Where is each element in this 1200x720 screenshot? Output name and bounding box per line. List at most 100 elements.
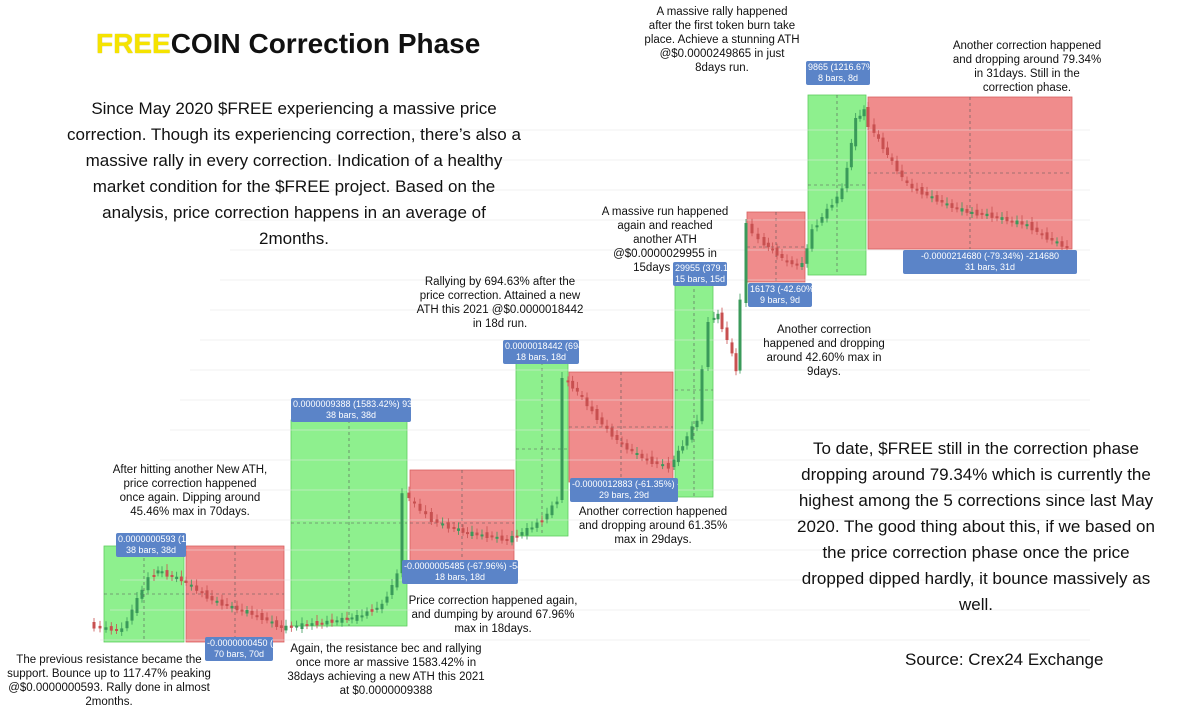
candle-body	[756, 233, 760, 240]
candle-body	[815, 225, 819, 228]
candle-body	[325, 620, 329, 625]
candle-body	[320, 622, 324, 625]
candle-body	[413, 501, 416, 504]
candle-body	[645, 458, 649, 461]
candle-body	[720, 312, 724, 330]
candle-body	[835, 196, 839, 204]
candle-body	[92, 622, 96, 629]
candle-body	[146, 577, 150, 591]
candle-body	[475, 532, 479, 536]
candle-body	[165, 570, 169, 577]
candle-body	[295, 625, 299, 628]
annotation-phase-3: Again, the resistance bec and rallying o…	[287, 643, 485, 697]
candle-body	[1005, 216, 1009, 222]
phase-label-10: -0.0000214680 (-79.34%) -214680 31 bars, …	[903, 250, 1077, 274]
candle-body	[872, 124, 876, 133]
candle-body	[550, 505, 554, 516]
candle-body	[555, 501, 559, 505]
candle-body	[265, 617, 269, 621]
candle-body	[940, 200, 944, 203]
candle-body	[915, 188, 919, 191]
candle-body	[270, 621, 274, 624]
candle-body	[170, 575, 174, 577]
candle-body	[240, 609, 244, 612]
candle-body	[881, 137, 885, 150]
candle-body	[480, 534, 484, 537]
candle-body	[345, 617, 349, 620]
candle-body	[800, 263, 804, 267]
candle-body	[205, 590, 209, 599]
candle-body	[365, 611, 369, 616]
candle-body	[640, 453, 644, 459]
candle-body	[695, 420, 699, 428]
candle-body	[975, 209, 979, 216]
phase-label-value: 9865 (1216.67%) 249865	[808, 62, 870, 72]
candle-body	[525, 528, 529, 536]
phase-label-3: 0.0000009388 (1583.42%) 9388 38 bars, 38d	[291, 398, 411, 422]
phase-label-5: 0.0000018442 (694.63%) 1844218 bars, 18d	[503, 340, 579, 364]
candle-body	[762, 237, 766, 246]
candle-body	[766, 242, 770, 248]
candle-body	[595, 409, 599, 420]
candle-body	[452, 527, 456, 529]
candle-body	[910, 183, 914, 189]
candle-body	[245, 610, 249, 614]
candle-body	[610, 427, 614, 437]
candle-body	[495, 536, 499, 539]
candle-body	[284, 625, 288, 631]
candle-body	[790, 260, 794, 265]
phase-label-value: -0.0000012883 (-61.35%) -12883	[572, 479, 678, 489]
candle-body	[635, 453, 639, 455]
annotation-phase-2: After hitting another New ATH, price cor…	[112, 464, 268, 518]
candle-body	[340, 617, 344, 623]
annotation-phase-1: The previous resistance became the suppo…	[7, 654, 211, 708]
candle-body	[210, 596, 214, 601]
phase-label-bars: 38 bars, 38d	[125, 545, 177, 555]
candle-body	[830, 204, 834, 208]
candle-body	[1045, 232, 1049, 240]
phase-label-2: -0.0000000450 (-45.46%) -45070 bars, 70d	[205, 637, 273, 661]
candle-body	[795, 263, 799, 266]
candle-body	[189, 584, 193, 587]
candle-body	[230, 605, 234, 609]
candle-body	[1055, 241, 1059, 244]
candle-body	[250, 610, 254, 615]
candle-body	[630, 448, 634, 452]
phase-label-6: -0.0000012883 (-61.35%) -1288329 bars, 2…	[570, 478, 678, 502]
candle-body	[160, 571, 164, 574]
candle-body	[225, 604, 229, 606]
candle-body	[140, 589, 144, 599]
candle-body	[566, 380, 570, 383]
candle-body	[655, 461, 659, 465]
candle-body	[890, 157, 894, 161]
candle-body	[515, 535, 519, 538]
candle-body	[375, 607, 379, 610]
candle-body	[935, 195, 939, 202]
candle-body	[676, 450, 680, 463]
phase-label-bars: 15 bars, 15d	[675, 274, 726, 284]
candle-body	[1025, 224, 1029, 227]
candle-body	[849, 142, 853, 168]
candle-body	[446, 522, 450, 529]
candle-body	[380, 603, 384, 610]
title-rest: COIN Correction Phase	[170, 28, 481, 59]
candle-body	[457, 528, 460, 531]
candle-body	[195, 585, 199, 591]
phase-label-bars: 9 bars, 9d	[759, 295, 801, 305]
candle-body	[945, 203, 949, 206]
phase-label-bars: 31 bars, 31d	[964, 262, 1016, 272]
candle-body	[279, 625, 283, 628]
candle-body	[1015, 220, 1019, 225]
phase-label-bars: 38 bars, 38d	[325, 410, 377, 420]
candle-body	[681, 446, 685, 451]
candle-body	[350, 617, 354, 620]
candle-body	[200, 591, 204, 594]
candle-body	[900, 170, 904, 178]
candle-body	[905, 180, 909, 183]
candle-body	[429, 512, 433, 522]
candle-body	[965, 209, 969, 213]
candle-body	[184, 580, 188, 583]
candle-body	[866, 107, 870, 127]
candle-body	[220, 599, 224, 606]
phase-label-value: -0.0000214680 (-79.34%) -214680	[920, 251, 1060, 261]
